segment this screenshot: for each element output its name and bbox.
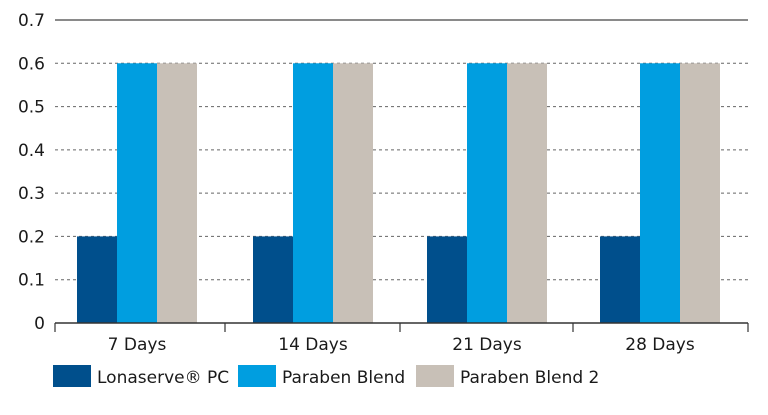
- bar: [680, 63, 720, 324]
- category-label: 14 Days: [278, 335, 348, 355]
- category-label: 7 Days: [108, 335, 167, 355]
- y-tick-label: 0.1: [18, 271, 45, 291]
- y-tick-label: 0.7: [18, 11, 45, 31]
- category-label: 21 Days: [452, 335, 522, 355]
- legend-swatch: [53, 365, 91, 387]
- bar: [293, 63, 333, 324]
- legend-swatch: [416, 365, 454, 387]
- legend-swatch: [238, 365, 276, 387]
- bar: [253, 236, 293, 323]
- y-tick-label: 0.5: [18, 98, 45, 118]
- y-tick-label: 0.2: [18, 227, 45, 247]
- bar: [600, 236, 640, 323]
- bar: [117, 63, 157, 324]
- x-axis: [54, 322, 749, 332]
- bars: [77, 63, 720, 324]
- y-tick-label: 0.6: [18, 54, 45, 74]
- category-label: 28 Days: [625, 335, 695, 355]
- legend-label: Lonaserve® PC: [97, 368, 229, 388]
- y-tick-label: 0.3: [18, 184, 45, 204]
- bar: [507, 63, 547, 324]
- bar: [640, 63, 680, 324]
- category-labels: 7 Days 14 Days 21 Days 28 Days: [108, 335, 695, 355]
- bar: [77, 236, 117, 323]
- bar: [333, 63, 373, 324]
- y-axis-ticks: 0 0.1 0.2 0.3 0.4 0.5 0.6 0.7: [18, 11, 45, 334]
- bar: [427, 236, 467, 323]
- legend: Lonaserve® PC Paraben Blend Paraben Blend …: [53, 365, 599, 388]
- legend-label: Paraben Blend: [282, 368, 405, 388]
- y-tick-label: 0: [34, 314, 45, 334]
- y-tick-label: 0.4: [18, 141, 45, 161]
- legend-label: Paraben Blend 2: [460, 368, 599, 388]
- bar: [467, 63, 507, 324]
- bar: [157, 63, 197, 324]
